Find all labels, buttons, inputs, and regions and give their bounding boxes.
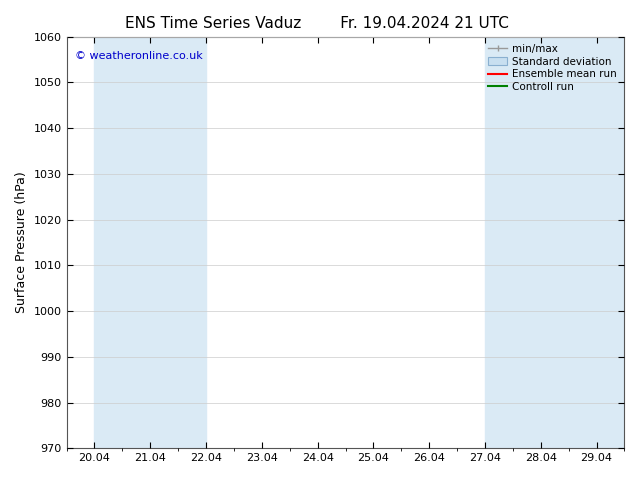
Bar (94, 37, 150, 448)
Bar (485, 37, 541, 448)
Bar (541, 37, 597, 448)
Y-axis label: Surface Pressure (hPa): Surface Pressure (hPa) (15, 172, 28, 314)
Legend: min/max, Standard deviation, Ensemble mean run, Controll run: min/max, Standard deviation, Ensemble me… (486, 42, 619, 94)
Bar (150, 37, 206, 448)
Text: © weatheronline.co.uk: © weatheronline.co.uk (75, 51, 203, 61)
Bar (597, 37, 624, 448)
Text: ENS Time Series Vaduz        Fr. 19.04.2024 21 UTC: ENS Time Series Vaduz Fr. 19.04.2024 21 … (125, 16, 509, 31)
